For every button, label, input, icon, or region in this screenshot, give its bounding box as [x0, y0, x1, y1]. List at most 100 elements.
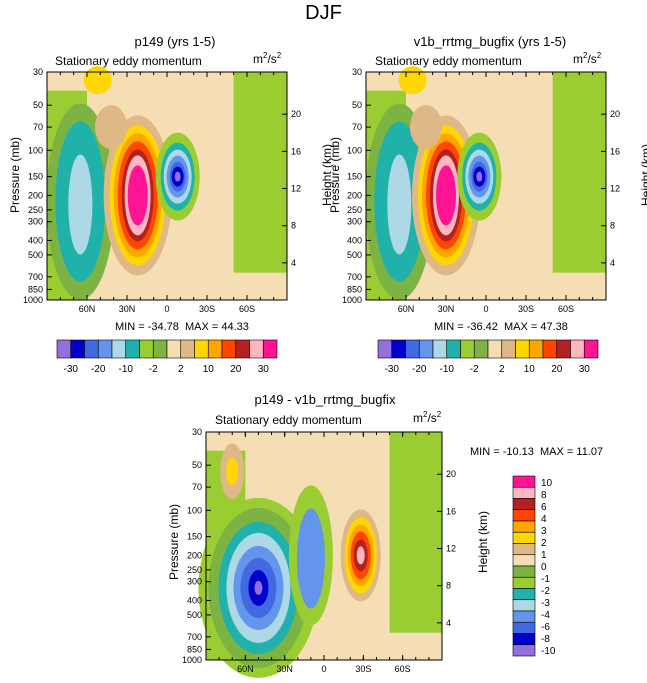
colorbar-box [512, 509, 536, 522]
colorbar-label: -4 [541, 610, 550, 621]
negative-jet-contour-6 [476, 171, 483, 182]
x-tick-label: 30N [438, 304, 455, 314]
y-tick-label: 30 [192, 427, 202, 437]
y-tick-label: 400 [347, 235, 362, 245]
colorbar-box [56, 339, 72, 359]
y-tick-label: 70 [192, 482, 202, 492]
panel1-title: p149 (yrs 1-5) [134, 34, 216, 49]
y-right-tick-label: 4 [610, 258, 615, 268]
colorbar-box [152, 339, 168, 359]
colorbar-box [207, 339, 223, 359]
y-tick-label: 50 [33, 100, 43, 110]
colorbar-box [512, 599, 536, 612]
colorbar-label: 20 [551, 364, 563, 375]
colorbar-label: 10 [203, 364, 215, 375]
colorbar-box [111, 339, 127, 359]
colorbar-label: 2 [178, 364, 184, 375]
plot-area [365, 66, 606, 300]
y-tick-label: 150 [28, 172, 43, 182]
top-positive-cell [398, 66, 427, 95]
colorbar-box [528, 339, 544, 359]
colorbar-box [487, 339, 503, 359]
colorbar-label: 2 [541, 538, 547, 549]
x-tick-label: 0 [164, 304, 169, 314]
panel3-minmax: MIN = -10.13 MAX = 11.07 [470, 446, 603, 458]
colorbar-box [512, 644, 536, 657]
units-exp2: 2 [276, 51, 282, 60]
y-tick-label: 70 [33, 122, 43, 132]
units-exp2: 2 [596, 51, 602, 60]
colorbar-label: 2 [499, 364, 505, 375]
y-tick-label: 500 [187, 610, 202, 620]
colorbar-box [512, 576, 536, 589]
y-tick-label: 500 [347, 250, 362, 260]
colorbar-box [377, 339, 393, 359]
y-right-tick-label: 4 [446, 618, 451, 628]
y-right-tick-label: 20 [446, 469, 456, 479]
units-exp: 2 [583, 51, 588, 60]
green-band-south [389, 432, 442, 633]
y-right-tick-label: 16 [610, 146, 620, 156]
colorbar-box [473, 339, 489, 359]
colorbar-box [180, 339, 195, 359]
y-right-tick-label: 12 [291, 184, 301, 194]
colorbar-box [166, 339, 182, 359]
positive-jet-contour-6 [436, 165, 456, 226]
panel2-ylabel: Pressure (mb) [328, 137, 342, 214]
colorbar-box [583, 339, 599, 359]
units-exp: 2 [263, 51, 268, 60]
colorbar-label: -10 [541, 646, 556, 657]
colorbar-label: -6 [541, 622, 550, 633]
diff-negative-contour-7 [254, 580, 263, 595]
colorbar-label: -20 [412, 364, 427, 375]
panel2-units: m2/s2 [573, 51, 601, 66]
colorbar-label: 6 [541, 502, 547, 513]
colorbar-label: -2 [541, 586, 550, 597]
colorbar-box [125, 339, 140, 359]
colorbar-label: 3 [541, 526, 547, 537]
colorbar-label: 1 [541, 550, 547, 561]
panel3-plot: 60N 30N 0 30S 60S 30 50 70 100 150 200 250 300 400 500… [182, 427, 456, 678]
colorbar-label: -10 [119, 364, 134, 375]
panel3-max: MAX = 11.07 [540, 446, 604, 458]
y-right-tick-label: 16 [446, 506, 456, 516]
y-tick-label: 850 [347, 284, 362, 294]
colorbar-box [262, 339, 278, 359]
y-tick-label: 30 [33, 67, 43, 77]
y-tick-label: 250 [347, 205, 362, 215]
y-tick-label: 70 [352, 122, 362, 132]
units-exp: 2 [423, 410, 428, 419]
y-tick-label: 1000 [342, 295, 362, 305]
colorbar-box [460, 339, 475, 359]
colorbar-box [501, 339, 516, 359]
colorbar-label: 30 [258, 364, 270, 375]
y-right-tick-label: 8 [446, 581, 451, 591]
plot-area [198, 432, 442, 678]
colorbar-label: 30 [579, 364, 591, 375]
y-tick-label: 30 [352, 67, 362, 77]
colorbar-box [249, 339, 264, 359]
panel1-plot: 60N 30N 0 30S 60S 30 50 70 100 150 200 250 300 400 500… [23, 66, 301, 314]
upper-tan-cell [95, 105, 127, 150]
positive-jet-contour-6 [127, 165, 148, 226]
colorbar-box [515, 339, 530, 359]
panel1-minmax: MIN = -34.78 MAX = 44.33 [115, 321, 249, 333]
colorbar-box [512, 633, 536, 646]
y-tick-label: 200 [28, 190, 43, 200]
colorbar-label: -30 [385, 364, 400, 375]
x-tick-label: 0 [483, 304, 488, 314]
y-tick-label: 300 [187, 577, 202, 587]
diff-top-gold [226, 457, 239, 486]
y-tick-label: 100 [347, 145, 362, 155]
y-tick-label: 100 [28, 145, 43, 155]
x-tick-label: 30S [199, 304, 215, 314]
green-band-south [552, 72, 606, 273]
colorbar-box [405, 339, 420, 359]
colorbar-box [512, 565, 536, 578]
negative-jet-contour-6 [174, 171, 181, 182]
y-tick-label: 250 [28, 205, 43, 215]
y-right-tick-label: 20 [610, 109, 620, 119]
panel1-units: m2/s2 [253, 51, 281, 66]
x-tick-label: 60N [237, 664, 254, 674]
colorbar-box [512, 588, 536, 601]
